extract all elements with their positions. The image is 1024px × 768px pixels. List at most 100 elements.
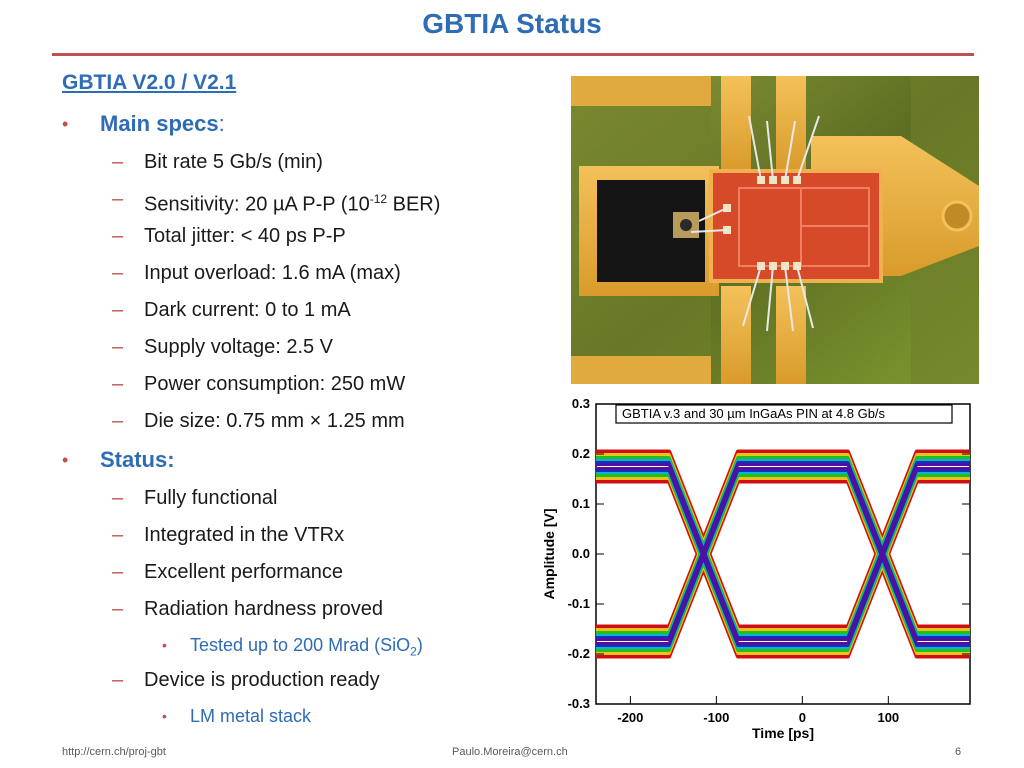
radiation-sub-index: 2 bbox=[410, 644, 417, 659]
spec-die-size: Die size: 0.75 mm × 1.25 mm bbox=[144, 410, 405, 432]
bullet-dot-icon: • bbox=[62, 450, 69, 470]
radiation-subitem: • Tested up to 200 Mrad (SiO2) bbox=[62, 628, 552, 662]
spec-sensitivity-exponent: -12 bbox=[369, 192, 388, 206]
bullet-dot-icon: • bbox=[162, 708, 167, 724]
eye-trace bbox=[596, 461, 970, 639]
spec-item: – Input overload: 1.6 mA (max) bbox=[62, 255, 552, 292]
eye-trace bbox=[596, 477, 970, 655]
spec-overload: Input overload: 1.6 mA (max) bbox=[144, 262, 401, 284]
spec-sensitivity-suffix: BER) bbox=[387, 193, 441, 216]
eye-trace bbox=[596, 479, 970, 659]
dash-icon: – bbox=[112, 151, 124, 173]
spec-item: – Die size: 0.75 mm × 1.25 mm bbox=[62, 403, 552, 440]
slide-content: GBTIA V2.0 / V2.1 • Main specs: – Bit rat… bbox=[62, 68, 552, 733]
y-tick-label: -0.3 bbox=[568, 696, 590, 711]
spec-bit-rate: Bit rate 5 Gb/s (min) bbox=[144, 151, 323, 173]
eye-trace bbox=[596, 459, 970, 637]
footer-page-number: 6 bbox=[955, 746, 962, 758]
y-tick-label: -0.1 bbox=[568, 596, 590, 611]
radiation-sub-end: ) bbox=[416, 635, 423, 655]
eye-trace bbox=[596, 474, 970, 652]
production-subitem: • LM metal stack bbox=[62, 699, 552, 733]
spec-supply-voltage: Supply voltage: 2.5 V bbox=[144, 336, 334, 358]
eye-trace bbox=[596, 456, 970, 634]
dash-icon: – bbox=[112, 336, 124, 358]
spec-item: – Sensitivity: 20 µA P-P (10-12 BER) bbox=[62, 181, 552, 218]
eye-trace bbox=[596, 471, 970, 649]
eye-trace bbox=[596, 459, 970, 637]
dash-icon: – bbox=[112, 669, 124, 691]
chart-title: GBTIA v.3 and 30 µm InGaAs PIN at 4.8 Gb… bbox=[622, 406, 886, 421]
radiation-sub-text: Tested up to 200 Mrad (SiO bbox=[190, 635, 411, 655]
plot-frame bbox=[595, 403, 971, 705]
chart-title-box bbox=[615, 404, 953, 424]
bullet-dot-icon: • bbox=[162, 637, 167, 653]
status-item: – Device is production ready bbox=[62, 662, 552, 699]
die-photo-drawing bbox=[571, 76, 979, 384]
status-vtrx: Integrated in the VTRx bbox=[144, 524, 345, 546]
eye-trace bbox=[596, 471, 970, 649]
eye-trace bbox=[596, 479, 970, 659]
x-tick-label: 0 bbox=[799, 710, 806, 725]
x-tick-label: 100 bbox=[877, 710, 899, 725]
spec-item: – Supply voltage: 2.5 V bbox=[62, 329, 552, 366]
spec-power: Power consumption: 250 mW bbox=[144, 373, 406, 395]
footer-email: Paulo.Moreira@cern.ch bbox=[452, 746, 568, 758]
eye-trace bbox=[596, 463, 970, 641]
slide-title: GBTIA Status bbox=[422, 8, 602, 39]
y-tick-label: 0.0 bbox=[572, 546, 590, 561]
spec-sensitivity: Sensitivity: 20 µA P-P (10 bbox=[144, 193, 370, 216]
status-item: – Fully functional bbox=[62, 480, 552, 517]
dash-icon: – bbox=[112, 410, 124, 432]
section-heading: GBTIA V2.0 / V2.1 bbox=[62, 71, 237, 94]
main-specs-colon: : bbox=[218, 111, 225, 136]
dash-icon: – bbox=[112, 262, 124, 284]
eye-trace bbox=[596, 467, 970, 645]
eye-trace bbox=[596, 449, 970, 629]
spec-item: – Dark current: 0 to 1 mA bbox=[62, 292, 552, 329]
status-item: – Excellent performance bbox=[62, 554, 552, 591]
eye-trace bbox=[596, 469, 970, 647]
x-tick-label: -200 bbox=[617, 710, 643, 725]
eye-traces bbox=[596, 449, 970, 659]
spec-item: – Bit rate 5 Gb/s (min) bbox=[62, 144, 552, 181]
footer-url: http://cern.ch/proj-gbt bbox=[62, 746, 166, 758]
x-axis-label: Time [ps] bbox=[752, 725, 814, 741]
dash-icon: – bbox=[112, 225, 124, 247]
status-item: – Integrated in the VTRx bbox=[62, 517, 552, 554]
y-tick-label: 0.2 bbox=[572, 446, 590, 461]
y-tick-label: -0.2 bbox=[568, 646, 590, 661]
die-photo bbox=[571, 76, 979, 384]
eye-diagram-chart: -200 -100 0 100 -0.3 -0.2 -0.1 0.0 0.1 0.2 0.3 GBT… bbox=[540, 394, 980, 744]
axis-ticks: -200 -100 0 100 -0.3 -0.2 -0.1 0.0 0.1 0.2 0.3 bbox=[568, 396, 970, 725]
main-specs-label: Main specs bbox=[100, 111, 219, 136]
dash-icon: – bbox=[112, 561, 124, 583]
eye-trace bbox=[596, 461, 970, 639]
dash-icon: – bbox=[112, 299, 124, 321]
status-performance: Excellent performance bbox=[144, 561, 343, 583]
eye-trace bbox=[596, 467, 970, 645]
status-bullet: • Status: bbox=[62, 440, 552, 480]
y-tick-label: 0.1 bbox=[572, 496, 590, 511]
eye-trace bbox=[596, 453, 970, 631]
status-radiation: Radiation hardness proved bbox=[144, 598, 384, 620]
dash-icon: – bbox=[112, 188, 124, 210]
main-specs-bullet: • Main specs: bbox=[62, 104, 552, 144]
status-production: Device is production ready bbox=[144, 669, 380, 691]
spec-item: – Power consumption: 250 mW bbox=[62, 366, 552, 403]
title-divider bbox=[52, 53, 974, 56]
eye-diagram-svg: -200 -100 0 100 -0.3 -0.2 -0.1 0.0 0.1 0.2 0.3 GBT… bbox=[541, 396, 971, 741]
spec-jitter: Total jitter: < 40 ps P-P bbox=[144, 225, 346, 247]
dash-icon: – bbox=[112, 487, 124, 509]
x-tick-label: -100 bbox=[703, 710, 729, 725]
eye-trace bbox=[596, 477, 970, 655]
status-functional: Fully functional bbox=[144, 487, 278, 509]
eye-trace bbox=[596, 456, 970, 634]
bullet-dot-icon: • bbox=[62, 114, 69, 134]
spec-dark-current: Dark current: 0 to 1 mA bbox=[144, 299, 351, 321]
eye-trace bbox=[596, 474, 970, 652]
dash-icon: – bbox=[112, 373, 124, 395]
status-item: – Radiation hardness proved bbox=[62, 591, 552, 628]
status-label: Status: bbox=[100, 447, 175, 472]
y-tick-label: 0.3 bbox=[572, 396, 590, 411]
